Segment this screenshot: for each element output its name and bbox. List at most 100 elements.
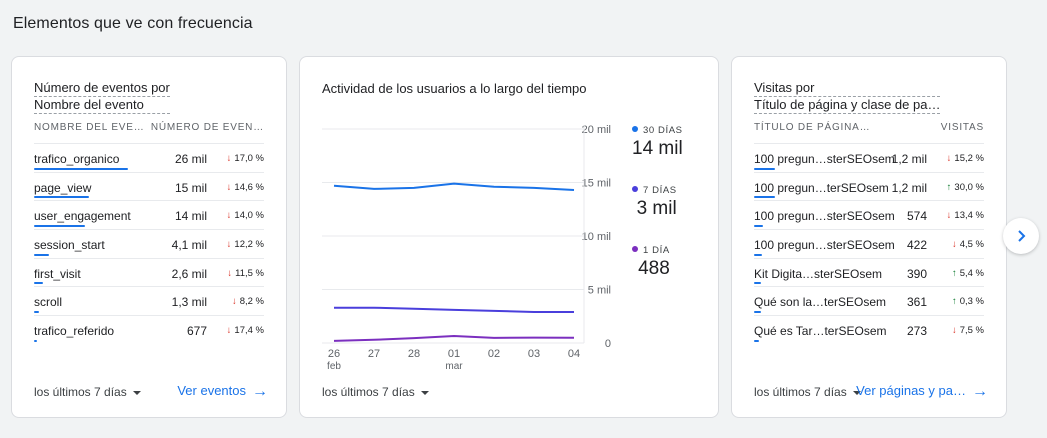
x-tick-label: 28 [408,348,420,360]
pages-card-title-line1: Visitas por [754,80,941,97]
row-share-bar [754,167,775,170]
row-value: 1,2 mil [891,152,927,166]
row-value: 422 [906,238,927,253]
series-line-2 [333,335,575,342]
legend-dot [632,246,638,252]
table-row[interactable]: trafico_referido 677 ↓ 17,4 % [34,315,264,344]
row-change: ↑ 5,4 % [951,267,984,279]
x-tick-label: 27 [368,348,380,360]
date-range-dropdown[interactable]: los últimos 7 días [754,385,861,399]
page-views-card: Visitas por Título de página y clase de … [731,56,1007,418]
row-change: ↓ 14,0 % [226,210,264,222]
row-change: ↓ 13,4 % [946,210,984,222]
legend-item: 1 DÍA 488 [632,245,670,280]
table-row[interactable]: Qué es Tar…terSEOsem 273 ↓ 7,5 % [754,315,984,344]
table-row[interactable]: 100 pregun…sterSEOsem 422 ↓ 4,5 % [754,229,984,258]
legend-item: 7 DÍAS 3 mil [632,185,677,220]
events-table-body: trafico_organico 26 mil ↓ 17,0 % page_view 15… [34,143,264,344]
table-row[interactable]: Qué son la…terSEOsem 361 ↑ 0,3 % [754,286,984,315]
row-change: ↓ 8,2 % [231,296,264,308]
events-card-title[interactable]: Número de eventos por Nombre del evento [34,80,170,114]
section-title: Elementos que ve con frecuencia [13,15,253,32]
row-change: ↓ 14,6 % [226,181,264,193]
row-label: Qué es Tar…terSEOsem [754,324,887,339]
row-label: Kit Digita…sterSEOsem [754,266,883,281]
table-row[interactable]: user_engagement 14 mil ↓ 14,0 % [34,200,264,229]
activity-card-footer: los últimos 7 días [322,383,700,401]
pages-card-title[interactable]: Visitas por Título de página y clase de … [754,80,941,114]
x-tick-label: 26 [328,348,340,360]
view-pages-link[interactable]: Ver páginas y pa… → [856,383,988,400]
table-row[interactable]: Kit Digita…sterSEOsem 390 ↑ 5,4 % [754,257,984,287]
x-tick-sublabel: mar [445,361,463,372]
table-row[interactable]: 100 pregun…sterSEOsem 1,2 mil ↓ 15,2 % [754,143,984,172]
table-row[interactable]: scroll 1,3 mil ↓ 8,2 % [34,286,264,315]
x-tick-label: 03 [528,348,540,360]
row-share-bar [34,167,128,170]
row-change: ↓ 4,5 % [951,239,984,251]
arrow-down-icon: ↓ [231,296,237,308]
row-label: 100 pregun…sterSEOsem [754,238,895,253]
row-change: ↓ 12,2 % [226,239,264,251]
row-share-bar [34,253,50,256]
x-tick-label: 01 [448,348,460,360]
arrow-down-icon: ↓ [226,210,232,222]
arrow-down-icon: ↓ [951,325,957,337]
row-value: 1,2 mil [891,180,927,195]
table-row[interactable]: trafico_organico 26 mil ↓ 17,0 % [34,143,264,172]
row-share-bar [34,339,37,342]
series-line-0 [333,182,575,191]
arrow-right-icon: → [972,383,988,400]
row-share-bar [34,225,85,228]
events-card-title-line1: Número de eventos por [34,80,170,97]
row-value: 677 [186,324,207,339]
row-value: 1,3 mil [171,295,207,310]
arrow-down-icon: ↓ [227,267,233,279]
activity-card-title: Actividad de los usuarios a lo largo del… [322,81,587,96]
row-change: ↓ 17,4 % [226,325,264,337]
row-value: 26 mil [174,152,207,166]
date-range-dropdown[interactable]: los últimos 7 días [34,385,141,399]
legend-item: 30 DÍAS 14 mil [632,125,683,160]
arrow-up-icon: ↑ [946,181,952,193]
date-range-dropdown[interactable]: los últimos 7 días [322,385,429,399]
row-value: 574 [906,209,927,224]
user-activity-card: Actividad de los usuarios a lo largo del… [299,56,719,418]
column-header-event-count[interactable]: NÚMERO DE EVEN… [150,122,264,133]
table-row[interactable]: 100 pregun…terSEOsem 1,2 mil ↑ 30,0 % [754,171,984,201]
view-events-link[interactable]: Ver eventos → [177,383,268,400]
row-share-bar [754,253,762,256]
row-label: trafico_organico [34,152,120,166]
row-value: 361 [906,295,927,310]
row-value: 4,1 mil [171,238,207,253]
table-row[interactable]: 100 pregun…sterSEOsem 574 ↓ 13,4 % [754,200,984,229]
arrow-down-icon: ↓ [946,153,952,164]
row-change: ↓ 11,5 % [227,267,264,279]
arrow-up-icon: ↑ [951,296,957,308]
row-share-bar [754,282,761,285]
column-header-page-title[interactable]: TÍTULO DE PÁGINA… [754,122,871,133]
legend-value: 3 mil [636,198,677,219]
next-card-button[interactable] [1003,218,1039,254]
table-row[interactable]: page_view 15 mil ↓ 14,6 % [34,171,264,201]
pages-card-footer: los últimos 7 días Ver páginas y pa… → [754,383,988,401]
row-label: session_start [34,238,105,253]
row-change: ↑ 30,0 % [946,181,984,193]
column-header-views[interactable]: VISITAS [940,122,984,133]
row-label: user_engagement [34,209,131,224]
table-row[interactable]: session_start 4,1 mil ↓ 12,2 % [34,229,264,258]
events-card-title-line2: Nombre del evento [34,97,170,114]
chevron-right-icon [1018,230,1026,242]
row-change: ↑ 0,3 % [951,296,984,308]
column-header-event-name[interactable]: NOMBRE DEL EVE… [34,122,145,133]
arrow-down-icon: ↓ [226,153,232,164]
row-share-bar [754,196,775,199]
series-line-1 [334,306,574,313]
table-row[interactable]: first_visit 2,6 mil ↓ 11,5 % [34,257,264,287]
row-value: 14 mil [174,209,207,224]
row-share-bar [754,339,759,342]
legend-label: 1 DÍA [643,245,670,256]
legend-dot [632,186,638,192]
x-tick-label: 04 [568,348,580,360]
